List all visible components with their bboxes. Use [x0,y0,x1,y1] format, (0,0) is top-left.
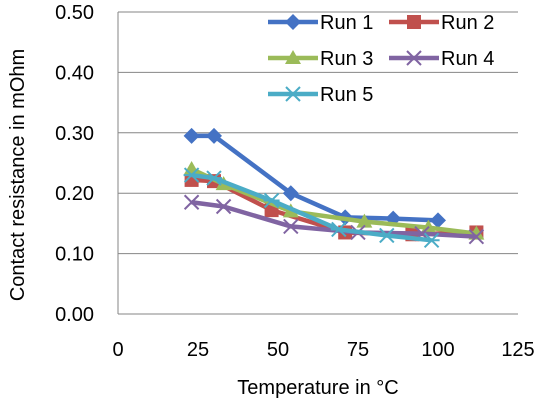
x-tick-label: 100 [421,339,454,361]
legend-swatch-marker [407,15,421,29]
x-tick-label: 125 [501,339,534,361]
x-tick-labels: 0 25 50 75 100 125 [112,339,534,361]
x-tick-label: 75 [347,339,369,361]
data-point-marker [283,218,299,235]
data-point-marker [282,185,299,202]
y-tick-label: 0.20 [55,183,94,205]
y-axis-label: Contact resistance in mOhm [7,49,29,301]
legend-swatch-marker [285,14,301,30]
data-point-marker [378,227,395,244]
data-point-marker [206,127,222,144]
y-tick-label: 0.50 [55,2,94,24]
data-point-marker [430,212,446,229]
legend-entry: Run 1 [268,12,373,34]
legend: Run 1 Run 2 Run 3 Run 4 Run 5 [268,12,494,106]
series-line [191,200,477,239]
x-tick-label: 0 [112,339,123,361]
legend-label: Run 2 [441,12,494,34]
data-point-marker [183,194,200,210]
y-tick-labels: 0.00 0.10 0.20 0.30 0.40 0.50 [55,2,94,326]
data-point-marker [468,228,485,245]
legend-swatch-marker [285,86,301,102]
data-point-marker [423,232,440,249]
series-5 [183,167,440,249]
data-point-marker [183,161,200,176]
legend-label: Run 5 [320,84,373,106]
y-tick-label: 0.00 [55,304,94,326]
legend-swatch-marker [285,50,301,64]
data-point-marker [206,170,222,186]
y-tick-label: 0.10 [55,244,94,266]
grid-lines [118,11,518,315]
legend-entry: Run 3 [268,48,373,70]
x-tick-label: 50 [267,339,289,361]
x-axis-label: Temperature in °C [237,377,398,399]
legend-label: Run 3 [320,48,373,70]
data-point-marker [215,198,232,215]
legend-entry: Run 4 [389,48,494,70]
x-tick-label: 25 [187,339,209,361]
data-point-marker [183,127,200,144]
legend-label: Run 4 [441,48,494,70]
data-point-marker [183,167,200,183]
legend-swatch-marker [406,50,422,66]
data-point-marker [356,213,373,228]
series-layer [183,127,485,249]
series-1 [183,127,446,229]
data-point-marker [330,221,347,238]
y-tick-label: 0.30 [55,123,94,145]
series-4 [183,194,485,245]
data-point-marker [263,192,280,209]
legend-entry: Run 2 [389,12,494,34]
legend-label: Run 1 [320,12,373,34]
legend-entry: Run 5 [268,84,373,106]
y-tick-label: 0.40 [55,62,94,84]
